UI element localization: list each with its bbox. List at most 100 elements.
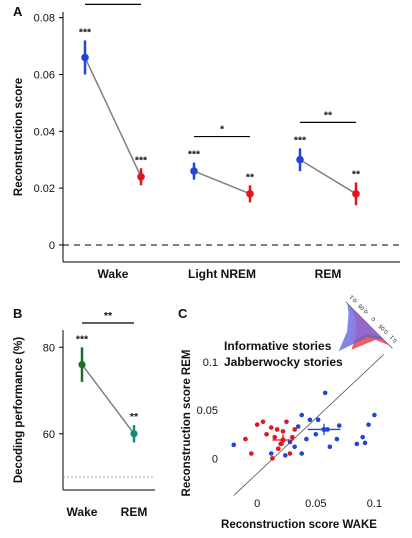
- panel-c-blue-point: [304, 436, 309, 442]
- panel-c-red-point: [290, 434, 295, 440]
- panel-b-sig: ***: [76, 333, 89, 345]
- panel-c-y-tick-label: 0.05: [197, 405, 218, 417]
- panel-c-red-point: [284, 419, 289, 425]
- panel-c-inset-tick-label: -0.05: [358, 302, 371, 315]
- panel-c-red-point: [268, 425, 274, 430]
- panel-a-red-sig: **: [352, 168, 361, 180]
- panel-a-y-axis-label: Reconstruction score: [13, 78, 25, 196]
- panel-c-red-mean-point: [280, 437, 286, 443]
- panel-c-inset-histogram: [338, 301, 393, 352]
- panel-a-y-tick-label: 0: [49, 240, 55, 252]
- panel-b-chart: 60 80 Decoding performance (%) *** Wake ** REM…: [13, 310, 155, 519]
- panel-c-x-tick-label: 0.05: [305, 498, 326, 510]
- panel-a-y-tick-label: 0.04: [34, 126, 55, 138]
- panel-b-category-label: REM: [121, 505, 148, 519]
- panel-c-blue-point: [292, 444, 297, 450]
- panel-a-red-point: [137, 172, 145, 181]
- panel-c-blue-point: [307, 417, 313, 423]
- panel-c-red-point: [274, 427, 280, 432]
- panel-c-red-point: [280, 429, 286, 434]
- panel-c-red-point: [287, 451, 293, 456]
- panel-c-blue-point: [295, 424, 301, 429]
- panel-c-inset-tick-label: 0: [371, 315, 377, 321]
- panel-a-blue-point: [296, 155, 304, 164]
- panel-a-connector: [193, 170, 251, 195]
- panel-b-connector: [81, 364, 135, 435]
- panel-a-bracket-sig: **: [324, 109, 333, 121]
- panel-c-blue-point: [283, 453, 288, 458]
- panel-a-category-label: REM: [315, 267, 342, 281]
- panel-c-x-axis-label: Reconstruction score WAKE: [221, 519, 377, 531]
- panel-a-label: A: [13, 4, 23, 19]
- panel-c-blue-point: [268, 451, 274, 456]
- panel-a-red-sig: ***: [135, 154, 148, 166]
- panel-c-blue-point: [327, 444, 333, 450]
- panel-b-sig: **: [130, 411, 139, 423]
- panel-c-blue-point: [287, 439, 293, 445]
- panel-c-red-point: [278, 441, 283, 447]
- panel-a-bracket-sig: *: [220, 124, 225, 136]
- panel-c-blue-point: [336, 423, 342, 428]
- panel-c-y-tick-label: 0.1: [203, 357, 218, 369]
- panel-c-red-point: [275, 446, 281, 451]
- panel-c-red-point: [270, 456, 275, 461]
- panel-b-category-label: Wake: [67, 505, 98, 519]
- panel-a-blue-sig: ***: [188, 149, 201, 161]
- panel-c-inset-tick-label: 0.05: [378, 323, 390, 335]
- panel-c-blue-point: [362, 440, 368, 446]
- panel-c-red-point: [292, 427, 297, 432]
- panel-c-blue-point: [354, 441, 360, 447]
- panel-b-point: [78, 360, 86, 369]
- panel-a-category-label: Wake: [98, 267, 129, 281]
- panel-b-y-tick-label: 80: [43, 342, 55, 354]
- panel-c-blue-point: [315, 417, 321, 423]
- panel-c-label: C: [178, 306, 188, 321]
- panel-a-category-label: Light NREM: [188, 267, 256, 281]
- panel-a-blue-point: [81, 53, 89, 62]
- panel-c-blue-point: [372, 412, 377, 418]
- panel-c-x-tick-label: 0: [254, 498, 260, 510]
- panel-b-label: B: [13, 306, 22, 321]
- panel-c-blue-point: [299, 451, 305, 456]
- panel-c-blue-point: [322, 390, 328, 396]
- panel-c-red-point: [260, 419, 266, 425]
- panel-a-red-sig: **: [246, 171, 255, 183]
- panel-c-legend-jabberwocky: Jabberwocky stories: [224, 355, 343, 369]
- panel-a-red-point: [246, 190, 254, 198]
- panel-c-red-point: [264, 431, 269, 437]
- panel-b-bracket-sig: **: [104, 310, 113, 322]
- panel-c-blue-point: [366, 422, 371, 427]
- panel-b-point: [130, 430, 138, 438]
- panel-c-legend-informative: Informative stories: [224, 339, 332, 353]
- panel-a-y-tick-label: 0.08: [34, 13, 55, 25]
- panel-c-red-point: [272, 434, 278, 440]
- panel-a-blue-sig: ***: [79, 26, 92, 38]
- panel-a-bracket-sig: ***: [107, 0, 120, 3]
- panel-c-red-point: [254, 422, 260, 427]
- panel-c-blue-point: [231, 442, 237, 448]
- panel-c-blue-point: [334, 436, 340, 442]
- panel-c-inset-tick-label: -0.1: [349, 293, 360, 304]
- panel-b-y-tick-label: 60: [43, 429, 55, 441]
- panel-c-red-point: [249, 451, 254, 456]
- panel-c-y-tick-label: 0: [212, 453, 218, 465]
- panel-c-identity-line: [233, 354, 385, 496]
- panel-c-blue-point: [360, 434, 365, 440]
- panel-c-inset-overlap-area: [349, 307, 382, 343]
- panel-c-y-axis-label: Reconstruction score REM: [181, 350, 193, 497]
- panel-a-connector: [84, 57, 142, 178]
- panel-a-connector: [299, 159, 357, 195]
- panel-a-red-point: [352, 190, 360, 198]
- panel-a-blue-sig: ***: [294, 134, 307, 146]
- panel-c-blue-point: [299, 412, 305, 418]
- panel-a-blue-point: [190, 167, 198, 175]
- panel-b-y-axis-label: Decoding performance (%): [13, 337, 25, 483]
- panel-a-y-tick-label: 0.02: [34, 183, 55, 195]
- panel-c-red-point: [243, 436, 248, 442]
- panel-c-x-tick-label: 0.1: [367, 498, 382, 510]
- panel-a-y-tick-label: 0.06: [34, 70, 55, 82]
- panel-c-inset-tick-label: 0.1: [389, 334, 399, 344]
